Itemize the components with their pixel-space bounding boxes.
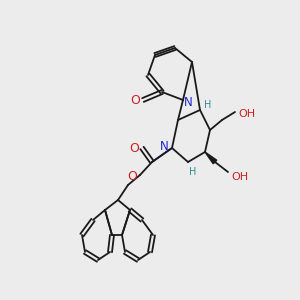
Text: OH: OH <box>231 172 249 182</box>
Text: O: O <box>127 170 137 184</box>
Text: N: N <box>184 95 192 109</box>
Text: O: O <box>130 94 140 106</box>
Text: N: N <box>160 140 168 152</box>
Text: H: H <box>189 167 197 177</box>
Text: O: O <box>129 142 139 154</box>
Text: OH: OH <box>238 109 256 119</box>
Polygon shape <box>205 152 217 164</box>
Text: H: H <box>204 100 212 110</box>
